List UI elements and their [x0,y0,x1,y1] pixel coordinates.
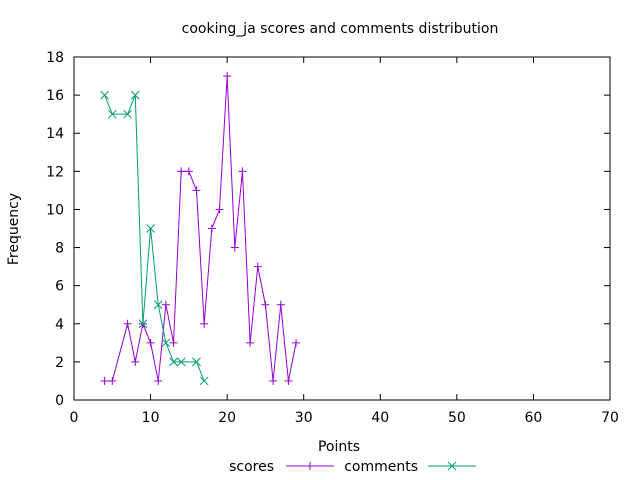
data-point-comments [161,338,171,348]
data-point-scores [292,338,301,347]
x-axis-label: Points [318,439,360,455]
data-point-comments-b [146,224,155,233]
data-point-comments [199,376,209,386]
data-point-scores [154,376,163,385]
legend-item-scores: scores [229,459,334,475]
data-point-scores [169,338,178,347]
series-line-comments [104,94,205,382]
y-tick-label: 18 [46,50,64,66]
x-tick-label: 70 [601,410,619,426]
data-point-scores [253,262,262,271]
data-point-comments-b [199,376,209,386]
data-point-scores [223,72,232,81]
x-tick-label: 60 [525,410,543,426]
data-point-comments-b [123,109,132,119]
y-tick-label: 12 [46,164,64,180]
data-point-scores [161,300,170,309]
legend-label: scores [229,459,274,475]
data-point-comments-b [130,90,140,100]
data-point-comments [169,357,178,367]
data-point-scores [269,376,278,385]
x-tick-label: 10 [142,410,160,426]
data-point-scores [108,376,117,385]
y-tick-label: 10 [46,202,64,218]
series-comments [100,90,209,386]
data-point-comments-b [138,319,148,329]
data-point-scores [100,376,109,385]
series-line-scores [104,76,297,382]
chart-title: cooking_ja scores and comments distribut… [182,21,499,37]
series-layer [100,72,301,386]
x-tick-label: 40 [371,410,389,426]
data-point-scores [184,167,193,176]
data-point-scores [230,243,239,252]
x-tick-label: 0 [70,410,79,426]
y-tick-label: 14 [46,126,64,142]
data-point-scores [284,376,293,385]
y-tick-label: 4 [55,317,64,333]
data-point-comments-b [153,300,163,310]
plot-frame [73,56,611,401]
legend-swatch-marker-b [447,461,457,471]
data-point-scores [246,338,255,347]
data-point-comments-b [100,90,109,100]
y-tick-label: 16 [46,88,64,104]
data-point-comments [153,300,163,310]
data-point-comments [138,319,148,329]
legend-label: comments [344,459,418,475]
data-point-scores [177,167,186,176]
data-point-comments [107,109,117,119]
data-point-scores [276,300,285,309]
y-tick-label: 6 [55,279,64,295]
y-axis-label: Frequency [6,193,22,265]
y-tick-label: 0 [55,393,64,409]
data-point-scores [146,338,155,347]
axis-ticks: 0 10 20 30 40 50 60 70 0 2 4 6 8 10 12 14 16 18 [46,50,619,426]
data-point-comments [123,109,132,119]
data-point-scores [200,319,209,328]
data-point-scores [123,319,132,328]
data-point-scores [131,357,140,366]
data-point-comments [100,90,109,100]
data-point-comments-b [161,338,171,348]
data-point-scores [261,300,270,309]
data-point-comments [176,357,186,367]
legend-swatch-marker [306,462,314,470]
data-point-comments-b [169,357,178,367]
data-point-scores [238,167,247,176]
series-scores [100,72,301,385]
data-point-comments-b [176,357,186,367]
data-point-comments-b [107,109,117,119]
data-point-comments [192,357,201,367]
data-point-scores [215,205,224,214]
x-tick-label: 20 [218,410,236,426]
data-point-scores [207,224,216,233]
y-tick-label: 8 [55,241,64,257]
data-point-comments [146,224,155,233]
data-point-scores [192,186,201,195]
data-point-comments-b [192,357,201,367]
x-tick-label: 30 [295,410,313,426]
x-tick-label: 50 [448,410,466,426]
legend-item-comments: comments [344,459,476,475]
data-point-comments [130,90,140,100]
legend-swatch-marker [447,461,457,471]
legend: scores comments [229,459,476,475]
y-tick-label: 2 [55,355,64,371]
